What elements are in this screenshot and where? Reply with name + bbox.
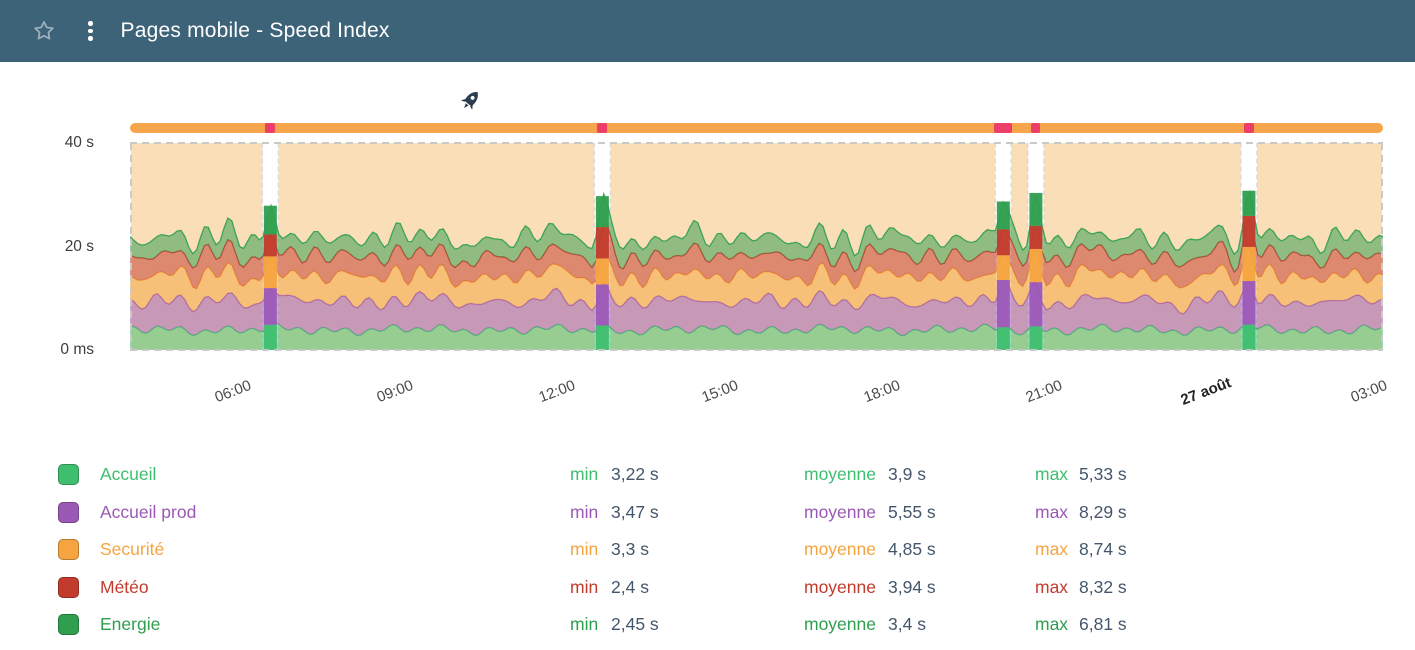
- gap-column-segment: [996, 327, 1010, 350]
- legend-max-label: max: [1035, 577, 1069, 597]
- x-tick-label: 15:00: [698, 376, 741, 407]
- x-tick-label: 21:00: [1023, 376, 1065, 407]
- gap-column-segment: [263, 324, 277, 351]
- gap-column-segment: [1242, 324, 1256, 351]
- legend-row-météo[interactable]: Météo min 2,4 s moyenne 3,94 s max 8,32 s: [0, 575, 1415, 605]
- gap-column-segment: [263, 234, 277, 257]
- x-tick-label: 06:00: [212, 376, 254, 407]
- gap-column-segment: [996, 255, 1010, 280]
- legend-avg-value: 3,9 s: [888, 464, 926, 484]
- timeline-incident-marker[interactable]: [994, 123, 1013, 133]
- kebab-menu-icon[interactable]: [84, 17, 97, 45]
- gap-column-segment: [263, 256, 277, 289]
- legend-max-label: max: [1035, 464, 1069, 484]
- legend-min-value: 3,3 s: [611, 539, 649, 559]
- legend-avg-label: moyenne: [804, 577, 876, 597]
- rocket-deploy-icon[interactable]: [457, 88, 483, 119]
- x-tick-label: 03:00: [1347, 376, 1390, 407]
- gap-column-segment: [1029, 282, 1043, 327]
- gap-column-segment: [263, 288, 277, 325]
- legend-avg-value: 4,85 s: [888, 539, 936, 559]
- legend-max-label: max: [1035, 539, 1069, 559]
- gap-column-segment: [595, 227, 609, 259]
- legend-swatch[interactable]: [58, 502, 79, 523]
- legend-row-accueil-prod[interactable]: Accueil prod min 3,47 s moyenne 5,55 s max 8,2…: [0, 500, 1415, 530]
- legend-series-name[interactable]: Securité: [100, 539, 165, 559]
- area-series-3[interactable]: [130, 217, 1383, 290]
- gap-column-segment: [595, 284, 609, 326]
- timeline-incident-marker[interactable]: [1243, 123, 1254, 133]
- x-tick-label: 27 août: [1178, 374, 1234, 409]
- legend-max-label: max: [1035, 614, 1069, 634]
- legend-series-name[interactable]: Météo: [100, 577, 149, 597]
- legend-max-label: max: [1035, 502, 1069, 522]
- legend-swatch[interactable]: [58, 539, 79, 560]
- star-outline-icon: [34, 21, 54, 40]
- x-tick-label: 09:00: [374, 376, 416, 407]
- area-series-0[interactable]: [130, 322, 1383, 350]
- legend-row-accueil[interactable]: Accueil min 3,22 s moyenne 3,9 s max 5,33 s: [0, 462, 1415, 492]
- speed-index-chart[interactable]: [130, 120, 1383, 357]
- gap-column-segment: [595, 325, 609, 350]
- y-tick-label: 40 s: [64, 134, 94, 151]
- legend-min-label: min: [570, 464, 599, 484]
- legend-max-value: 8,74 s: [1079, 539, 1127, 559]
- gap-column-segment: [1242, 215, 1256, 247]
- legend-min-value: 3,47 s: [611, 502, 659, 522]
- legend-min-value: 2,4 s: [611, 577, 649, 597]
- x-tick-label: 12:00: [536, 376, 578, 407]
- gap-column-segment: [996, 279, 1010, 328]
- timeline-incident-marker[interactable]: [265, 123, 276, 133]
- gap-column-segment: [1029, 225, 1043, 249]
- y-tick-label: 0 ms: [60, 341, 94, 358]
- gap-column-segment: [263, 205, 277, 235]
- y-tick-label: 20 s: [64, 237, 94, 255]
- favorite-star-icon[interactable]: [30, 17, 58, 45]
- legend-avg-label: moyenne: [804, 502, 876, 522]
- legend-series-name[interactable]: Accueil: [100, 464, 157, 484]
- gap-column-segment: [1029, 192, 1043, 226]
- legend-min-label: min: [570, 502, 599, 522]
- legend-max-value: 6,81 s: [1079, 614, 1127, 634]
- legend-min-label: min: [570, 539, 599, 559]
- legend-swatch[interactable]: [58, 464, 79, 485]
- x-tick-label: 18:00: [861, 376, 903, 407]
- legend-avg-label: moyenne: [804, 464, 876, 484]
- gap-column-segment: [996, 201, 1010, 230]
- timeline-status-bar[interactable]: [130, 123, 1383, 133]
- header: Pages mobile - Speed Index: [0, 0, 1415, 62]
- legend-avg-value: 5,55 s: [888, 502, 936, 522]
- legend-series-name[interactable]: Energie: [100, 614, 161, 634]
- legend-min-label: min: [570, 614, 599, 634]
- legend-row-securité[interactable]: Securité min 3,3 s moyenne 4,85 s max 8,74 s: [0, 537, 1415, 567]
- legend-min-label: min: [570, 577, 599, 597]
- area-series-4[interactable]: [130, 192, 1383, 273]
- legend-swatch[interactable]: [58, 577, 79, 598]
- gap-column-segment: [1029, 248, 1043, 283]
- legend-avg-value: 3,4 s: [888, 614, 926, 634]
- legend-max-value: 8,32 s: [1079, 577, 1127, 597]
- legend-max-value: 5,33 s: [1079, 464, 1127, 484]
- legend-max-value: 8,29 s: [1079, 502, 1127, 522]
- legend-swatch[interactable]: [58, 614, 79, 635]
- page-title: Pages mobile - Speed Index: [120, 19, 390, 42]
- gap-column-segment: [1029, 326, 1043, 350]
- timeline-incident-marker[interactable]: [1031, 123, 1041, 133]
- area-series-2[interactable]: [130, 248, 1383, 314]
- legend-min-value: 3,22 s: [611, 464, 659, 484]
- legend-min-value: 2,45 s: [611, 614, 659, 634]
- legend-avg-label: moyenne: [804, 614, 876, 634]
- gap-column-segment: [595, 258, 609, 285]
- gap-column-segment: [1242, 246, 1256, 281]
- gap-column-segment: [595, 196, 609, 228]
- legend-avg-value: 3,94 s: [888, 577, 936, 597]
- timeline-incident-marker[interactable]: [597, 123, 608, 133]
- gap-column-segment: [1242, 190, 1256, 216]
- legend-series-name[interactable]: Accueil prod: [100, 502, 197, 522]
- gap-column-segment: [1242, 281, 1256, 325]
- legend-avg-label: moyenne: [804, 539, 876, 559]
- gap-column-segment: [996, 229, 1010, 256]
- legend-row-energie[interactable]: Energie min 2,45 s moyenne 3,4 s max 6,81 s: [0, 612, 1415, 642]
